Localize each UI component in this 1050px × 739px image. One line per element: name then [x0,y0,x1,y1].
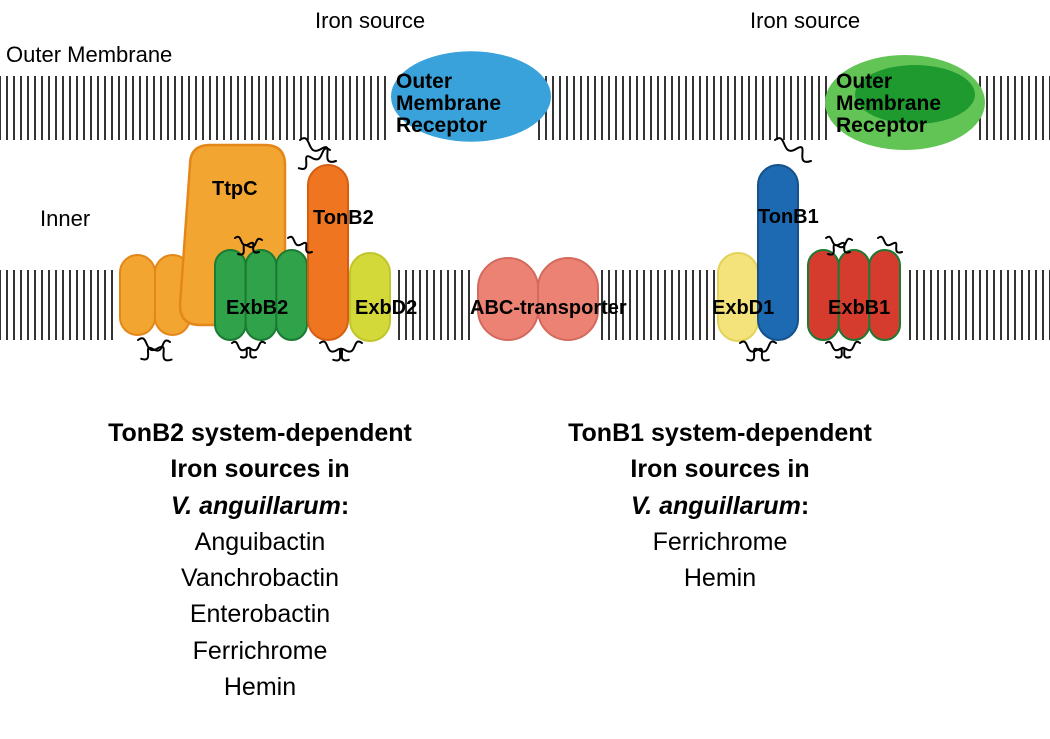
label-iron-source-1: Iron source [315,8,425,34]
protein-label-exbd1: ExbD1 [712,297,774,320]
protein-label-exbd2: ExbD2 [355,297,417,320]
protein-label-exbb1: ExbB1 [828,297,890,320]
label-inner: Inner [40,206,90,232]
protein-label-tonb2: TonB2 [313,207,374,230]
list-tonb2: TonB2 system-dependentIron sources inV. … [80,415,440,705]
protein-label-abc: ABC-transporter [470,297,627,320]
protein-label-exbb2: ExbB2 [226,297,288,320]
protein-label-tonb1: TonB1 [758,206,819,229]
label-outer-membrane: Outer Membrane [6,42,172,68]
protein-label-ttpc: TtpC [212,178,258,201]
label-iron-source-2: Iron source [750,8,860,34]
list-tonb1: TonB1 system-dependentIron sources inV. … [540,415,900,596]
